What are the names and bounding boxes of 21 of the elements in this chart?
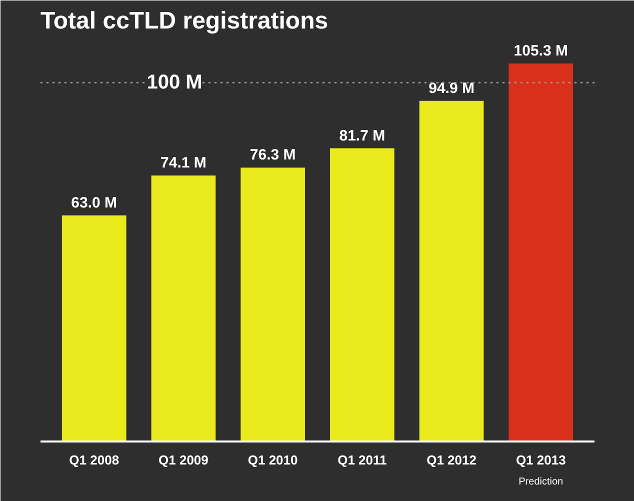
- x-tick-label: Q1 2010: [248, 452, 298, 468]
- data-label: 63.0 M: [71, 194, 118, 212]
- x-tick-label: Q1 2011: [338, 452, 387, 468]
- data-label: 74.1 M: [160, 154, 206, 172]
- bar: [419, 100, 484, 442]
- data-label: 94.9 M: [428, 80, 474, 97]
- x-tick-label: Q1 2008: [69, 452, 120, 468]
- x-tick-label: Q1 2012: [426, 452, 476, 468]
- bar: [330, 148, 394, 442]
- data-label: 81.7 M: [339, 127, 386, 144]
- ref-line-label: 100 M: [146, 72, 202, 94]
- bar: [240, 168, 305, 442]
- text: Prediction: [518, 476, 564, 488]
- bar: [508, 64, 574, 442]
- chart-title: Total ccTLD registrations: [40, 8, 328, 34]
- data-label: 76.3 M: [250, 146, 296, 164]
- bar: [151, 176, 216, 442]
- bar: [62, 215, 126, 442]
- data-label: 105.3 M: [514, 42, 568, 60]
- x-tick-label: Q1 2013: [516, 452, 566, 468]
- x-tick-label: Q1 2009: [158, 452, 208, 468]
